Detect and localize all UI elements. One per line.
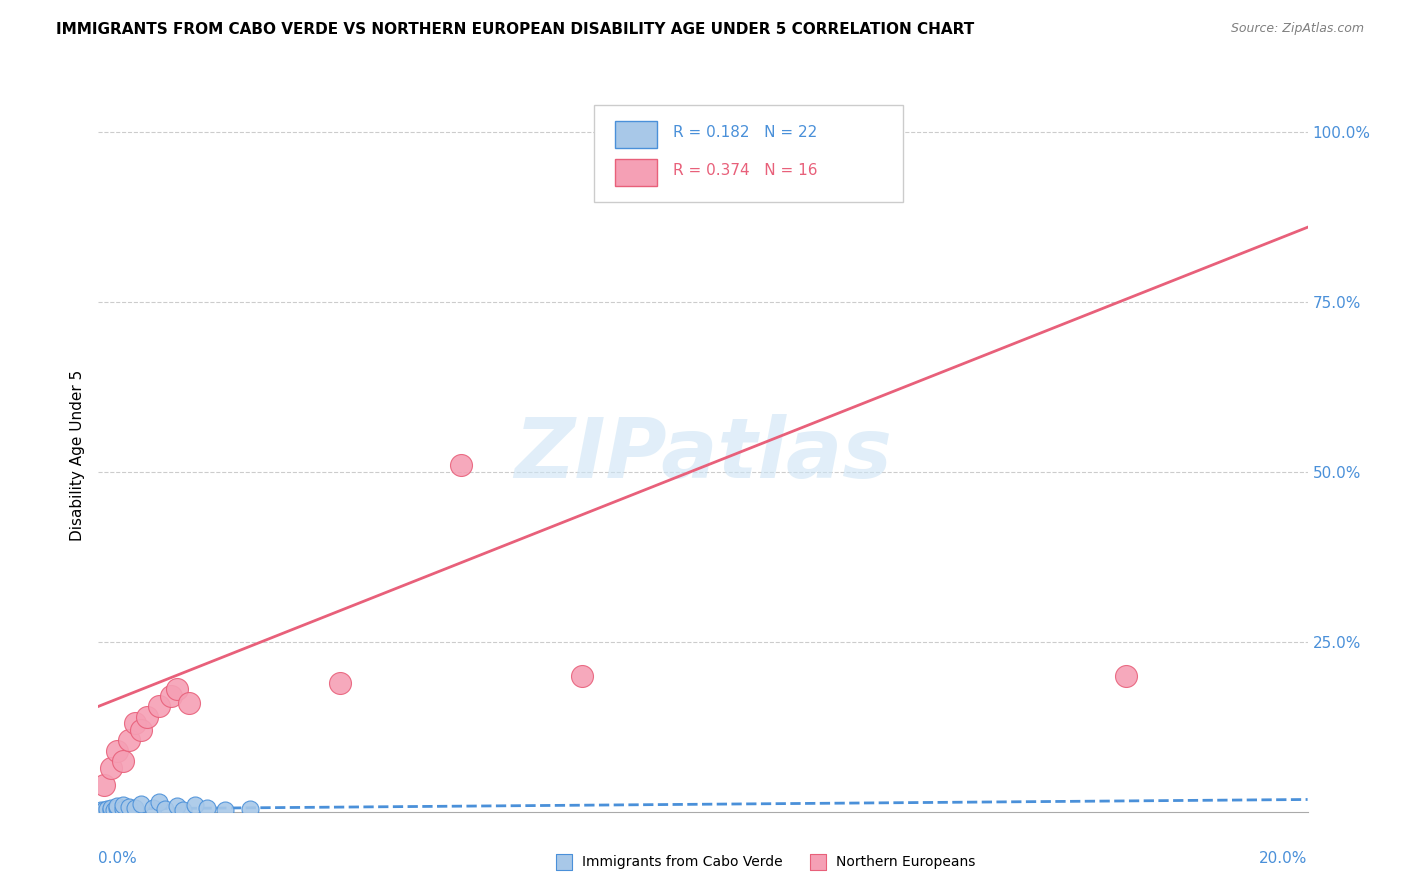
Point	[124, 716, 146, 731]
Text: Northern Europeans: Northern Europeans	[837, 855, 976, 869]
Point	[184, 797, 207, 812]
Point	[105, 799, 128, 814]
Point	[118, 800, 141, 814]
Point	[239, 802, 262, 816]
Text: 0.0%: 0.0%	[98, 851, 138, 866]
Text: R = 0.182   N = 22: R = 0.182 N = 22	[673, 125, 817, 140]
Text: 20.0%: 20.0%	[1260, 851, 1308, 866]
Point	[100, 803, 122, 817]
Point	[111, 754, 134, 768]
Point	[179, 696, 201, 710]
Point	[1115, 669, 1137, 683]
Point	[96, 802, 118, 816]
Point	[214, 803, 236, 817]
Point	[129, 797, 152, 811]
FancyBboxPatch shape	[614, 159, 657, 186]
Point	[100, 760, 122, 774]
Point	[93, 803, 115, 817]
Point	[160, 689, 183, 703]
Point	[571, 669, 593, 683]
Point	[129, 723, 152, 738]
Point	[148, 795, 170, 809]
Point	[111, 797, 134, 812]
Text: R = 0.374   N = 16: R = 0.374 N = 16	[673, 162, 817, 178]
Point	[90, 803, 112, 817]
Point	[329, 675, 352, 690]
Text: Immigrants from Cabo Verde: Immigrants from Cabo Verde	[582, 855, 783, 869]
Point	[148, 699, 170, 714]
Point	[153, 802, 176, 816]
Point	[93, 778, 115, 792]
Text: Source: ZipAtlas.com: Source: ZipAtlas.com	[1230, 22, 1364, 36]
Point	[450, 458, 472, 472]
FancyBboxPatch shape	[595, 105, 903, 202]
Text: IMMIGRANTS FROM CABO VERDE VS NORTHERN EUROPEAN DISABILITY AGE UNDER 5 CORRELATI: IMMIGRANTS FROM CABO VERDE VS NORTHERN E…	[56, 22, 974, 37]
Point	[100, 801, 122, 815]
Text: ZIPatlas: ZIPatlas	[515, 415, 891, 495]
Point	[195, 801, 218, 815]
FancyBboxPatch shape	[614, 121, 657, 148]
Point	[166, 799, 188, 814]
Point	[166, 682, 188, 697]
Point	[103, 803, 125, 817]
Point	[111, 802, 134, 816]
Point	[118, 733, 141, 747]
Point	[124, 801, 146, 815]
Point	[135, 709, 157, 723]
Point	[105, 743, 128, 757]
Point	[105, 800, 128, 814]
Point	[142, 800, 165, 814]
Y-axis label: Disability Age Under 5: Disability Age Under 5	[69, 369, 84, 541]
Point	[172, 803, 194, 817]
